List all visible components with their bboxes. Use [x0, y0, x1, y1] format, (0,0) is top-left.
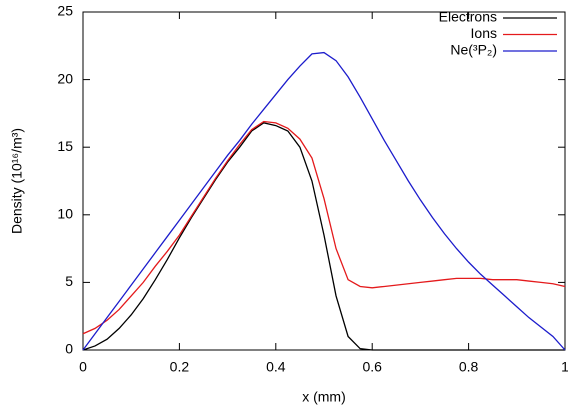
y-tick-label: 10: [57, 206, 73, 222]
x-tick-label: 1: [561, 359, 568, 375]
y-tick-label: 15: [57, 138, 73, 154]
y-tick-label: 5: [65, 273, 73, 289]
x-tick-label: 0.2: [170, 359, 190, 375]
y-tick-label: 20: [57, 70, 73, 86]
legend-label: Ions: [471, 25, 497, 41]
x-axis-label: x (mm): [302, 389, 346, 405]
x-tick-label: 0.4: [266, 359, 286, 375]
series-line: [82, 51, 566, 351]
legend-label: Ne(³P₂): [450, 42, 497, 58]
series-line: [82, 122, 565, 351]
y-axis-label: Density (10¹⁶/m³): [9, 128, 25, 234]
y-tick-label: 25: [57, 3, 73, 19]
x-tick-label: 0.6: [362, 359, 382, 375]
legend-label: Electrons: [439, 9, 497, 25]
x-tick-label: 0: [79, 359, 87, 375]
y-tick-label: 0: [65, 341, 73, 357]
plot-frame: [82, 11, 566, 351]
series-line: [82, 120, 566, 335]
x-tick-label: 0.8: [459, 359, 479, 375]
